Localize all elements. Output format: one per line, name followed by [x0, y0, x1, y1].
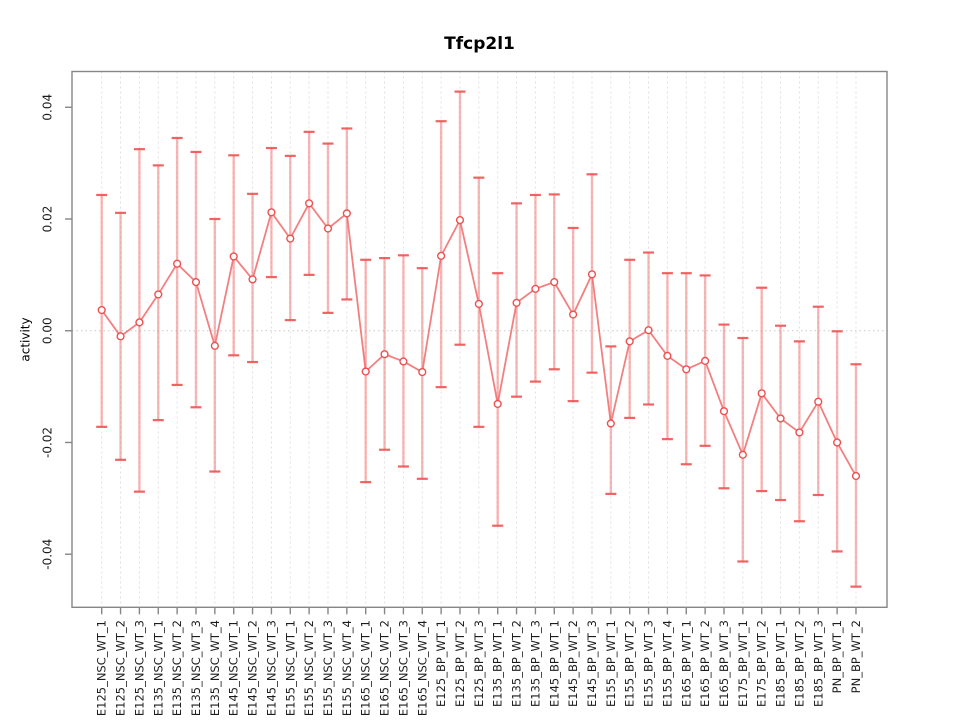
x-tick-label: E165_BP_WT_3 — [717, 620, 731, 707]
x-tick-label: E155_NSC_WT_1 — [283, 620, 297, 716]
data-point — [701, 356, 710, 366]
data-point — [795, 428, 804, 437]
x-tick-label: E135_BP_WT_1 — [491, 620, 505, 707]
y-tick-label: -0.04 — [41, 539, 55, 570]
x-tick-label: E165_NSC_WT_2 — [378, 620, 392, 716]
gridlines — [101, 71, 857, 608]
x-tick-label: E155_BP_WT_1 — [604, 620, 618, 707]
x-tick-label: PN_BP_WT_2 — [849, 620, 863, 693]
x-tick-label: E175_BP_WT_1 — [736, 620, 750, 707]
data-point — [380, 350, 389, 359]
x-tick-label: E175_BP_WT_2 — [755, 620, 769, 707]
x-tick-label: E135_NSC_WT_4 — [208, 620, 222, 716]
data-point — [135, 318, 144, 327]
data-point — [437, 251, 446, 260]
error-bar — [718, 323, 730, 490]
data-point — [286, 234, 295, 243]
error-bar — [775, 324, 787, 502]
data-point — [606, 419, 615, 428]
data-point — [833, 438, 842, 447]
data-points — [97, 199, 861, 481]
x-tick-label: E155_NSC_WT_2 — [302, 620, 316, 716]
x-tick-label: E135_NSC_WT_1 — [151, 620, 165, 716]
data-point — [173, 259, 182, 268]
data-point — [474, 299, 483, 309]
x-tick-label: E125_BP_WT_2 — [453, 620, 467, 707]
axes: 0.04 0.02 0.00 -0.02 -0.04 E125_NSC_WT_1 E125_… — [41, 70, 888, 716]
data-point — [569, 310, 578, 319]
chart-title: Tfcp2l1 — [444, 34, 515, 54]
x-tick-label: E165_BP_WT_2 — [698, 620, 712, 707]
data-point — [682, 365, 691, 374]
data-point — [587, 270, 597, 279]
x-tick-label: E185_BP_WT_1 — [774, 620, 788, 707]
x-tick-label: E145_BP_WT_3 — [585, 620, 599, 707]
data-point — [116, 332, 125, 341]
y-tick-label: 0.00 — [41, 317, 55, 344]
x-tick-label: E155_NSC_WT_3 — [321, 620, 335, 716]
data-point — [625, 337, 634, 346]
data-point — [248, 275, 257, 284]
data-point — [738, 450, 747, 459]
x-tick-label: E165_NSC_WT_3 — [396, 620, 410, 716]
data-point — [399, 357, 408, 366]
data-point — [851, 471, 861, 481]
x-tick-label: E125_NSC_WT_3 — [132, 620, 146, 716]
x-tick-label: E155_BP_WT_2 — [623, 620, 637, 707]
x-tick-label: E185_BP_WT_3 — [811, 620, 825, 707]
data-point — [757, 389, 766, 398]
x-tick-label: PN_BP_WT_1 — [830, 620, 844, 693]
data-point — [663, 351, 672, 360]
x-tick-label: E125_NSC_WT_2 — [114, 620, 128, 716]
data-point — [305, 199, 314, 208]
data-point — [814, 397, 823, 406]
x-tick-label: E145_NSC_WT_2 — [246, 620, 260, 716]
x-tick-label: E185_BP_WT_2 — [792, 620, 806, 707]
y-tick-label: -0.02 — [41, 427, 55, 458]
data-point — [267, 208, 276, 217]
x-tick-label: E135_NSC_WT_3 — [189, 620, 203, 716]
data-point — [229, 252, 238, 261]
data-point — [191, 278, 201, 287]
y-tick-label: 0.04 — [41, 94, 55, 121]
data-point — [97, 305, 106, 315]
x-tick-label: E125_BP_WT_3 — [472, 620, 486, 707]
x-tick-label: E165_BP_WT_1 — [679, 620, 693, 707]
x-tick-label: E155_BP_WT_3 — [642, 620, 656, 707]
x-tick-label: E155_BP_WT_4 — [660, 620, 674, 707]
x-tick-label: E145_NSC_WT_3 — [264, 620, 278, 716]
data-point — [644, 326, 653, 335]
x-tick-label: E135_BP_WT_2 — [510, 620, 524, 707]
data-point — [154, 290, 163, 299]
x-tick-label: E155_NSC_WT_4 — [340, 620, 354, 716]
y-tick-label: 0.02 — [41, 206, 55, 233]
data-point — [361, 367, 370, 376]
x-tick-label: E125_NSC_WT_1 — [95, 620, 109, 716]
x-tick-label: E145_NSC_WT_1 — [227, 620, 241, 716]
data-point — [210, 341, 219, 350]
data-point — [342, 209, 351, 218]
x-tick-label: E135_BP_WT_3 — [528, 620, 542, 707]
x-tick-label: E135_NSC_WT_2 — [170, 620, 184, 716]
data-point — [776, 414, 785, 423]
x-tick-label: E145_BP_WT_2 — [566, 620, 580, 707]
x-tick-label: E165_NSC_WT_1 — [359, 620, 373, 716]
data-point — [493, 399, 502, 409]
x-tick-label: E145_BP_WT_1 — [547, 620, 561, 707]
data-point — [719, 407, 729, 416]
data-point — [531, 284, 540, 293]
x-tick-label: E125_BP_WT_1 — [434, 620, 448, 707]
data-point — [550, 278, 559, 287]
data-point — [418, 367, 427, 377]
x-tick-label: E165_NSC_WT_4 — [415, 620, 429, 716]
error-bar — [737, 336, 749, 563]
data-point — [512, 298, 521, 307]
data-point — [455, 216, 465, 225]
data-point — [323, 224, 333, 233]
